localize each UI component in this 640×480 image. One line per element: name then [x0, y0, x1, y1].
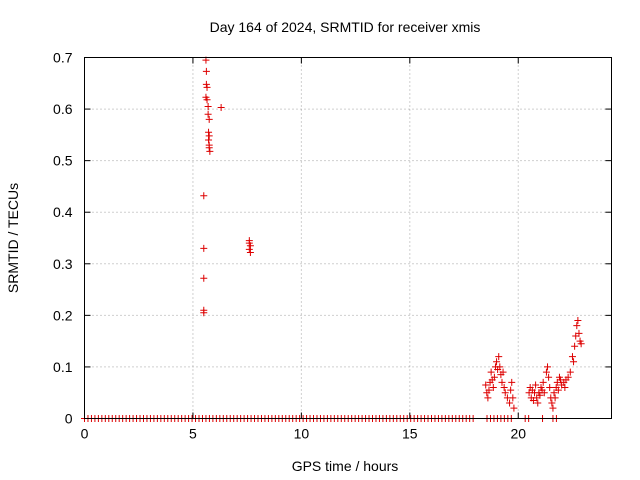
- data-point: [548, 399, 556, 407]
- data-point: [484, 394, 492, 402]
- x-axis-title: GPS time / hours: [292, 458, 399, 474]
- data-point: [205, 136, 213, 144]
- data-point: [202, 80, 210, 88]
- y-tick-labels: 0 0.1 0.2 0.3 0.4 0.5 0.6 0.7: [53, 50, 73, 427]
- data-point: [545, 373, 553, 381]
- data-point: [485, 386, 493, 394]
- data-point: [575, 329, 583, 337]
- data-point: [506, 399, 514, 407]
- x-tick-labels: 0 5 10 15 20: [81, 426, 527, 442]
- data-point: [564, 373, 572, 381]
- y-axis-title: SRMTID / TECUs: [5, 183, 21, 293]
- y-tick-label: 0.3: [53, 256, 73, 272]
- data-point: [570, 358, 578, 366]
- data-point: [206, 147, 214, 155]
- data-point: [510, 404, 518, 412]
- data-point: [551, 394, 559, 402]
- data-point: [203, 96, 211, 104]
- data-point: [500, 384, 508, 392]
- data-point: [204, 102, 212, 110]
- data-point: [540, 389, 548, 397]
- data-point: [200, 244, 208, 252]
- x-tick-label: 5: [189, 426, 197, 442]
- data-point: [205, 128, 213, 136]
- data-point: [246, 248, 254, 256]
- data-point: [496, 363, 504, 371]
- data-point: [493, 358, 501, 366]
- data-point: [203, 83, 211, 91]
- data-point: [561, 384, 569, 392]
- data-point: [544, 363, 552, 371]
- data-point: [490, 373, 498, 381]
- data-point: [200, 309, 208, 317]
- data-point: [539, 378, 547, 386]
- data-point: [200, 274, 208, 282]
- data-point: [508, 378, 516, 386]
- plot-frame: [84, 57, 612, 419]
- data-point: [507, 386, 515, 394]
- y-tick-label: 0: [65, 411, 73, 427]
- data-point: [487, 368, 495, 376]
- data-point: [495, 353, 503, 361]
- data-point: [536, 391, 544, 399]
- x-tick-label: 10: [294, 426, 310, 442]
- x-tick-label: 20: [510, 426, 526, 442]
- data-point: [499, 368, 507, 376]
- data-point: [501, 389, 509, 397]
- data-point: [202, 67, 210, 75]
- data-point: [542, 368, 550, 376]
- y-tick-label: 0.2: [53, 307, 73, 323]
- data-point: [509, 394, 517, 402]
- grid: [84, 57, 612, 419]
- data-point: [200, 192, 208, 200]
- data-point: [246, 242, 254, 250]
- y-tick-label: 0.5: [53, 153, 73, 169]
- chart-title: Day 164 of 2024, SRMTID for receiver xmi…: [210, 19, 481, 35]
- data-point: [482, 381, 490, 389]
- data-point: [568, 353, 576, 361]
- data-point: [245, 245, 253, 253]
- data-point: [532, 381, 540, 389]
- data-point: [546, 384, 554, 392]
- data-point: [205, 115, 213, 123]
- data-point: [217, 104, 225, 112]
- y-tick-label: 0.1: [53, 359, 73, 375]
- x-tick-label: 0: [81, 426, 89, 442]
- y-tick-label: 0.6: [53, 101, 73, 117]
- data-point: [554, 386, 562, 394]
- data-point: [205, 132, 213, 140]
- data-point: [577, 340, 585, 348]
- data-point: [549, 404, 557, 412]
- x-tick-label: 15: [402, 426, 418, 442]
- data-point: [534, 399, 542, 407]
- y-tick-label: 0.4: [53, 204, 73, 220]
- axis-ticks: [84, 57, 612, 419]
- data-point: [571, 342, 579, 350]
- data-point: [204, 110, 212, 118]
- data-point: [498, 378, 506, 386]
- data-point: [205, 144, 213, 152]
- y-tick-label: 0.7: [53, 50, 73, 66]
- data-point: [489, 384, 497, 392]
- data-point: [550, 389, 558, 397]
- data-point: [566, 368, 574, 376]
- data-point: [573, 322, 581, 330]
- data-point: [574, 317, 582, 325]
